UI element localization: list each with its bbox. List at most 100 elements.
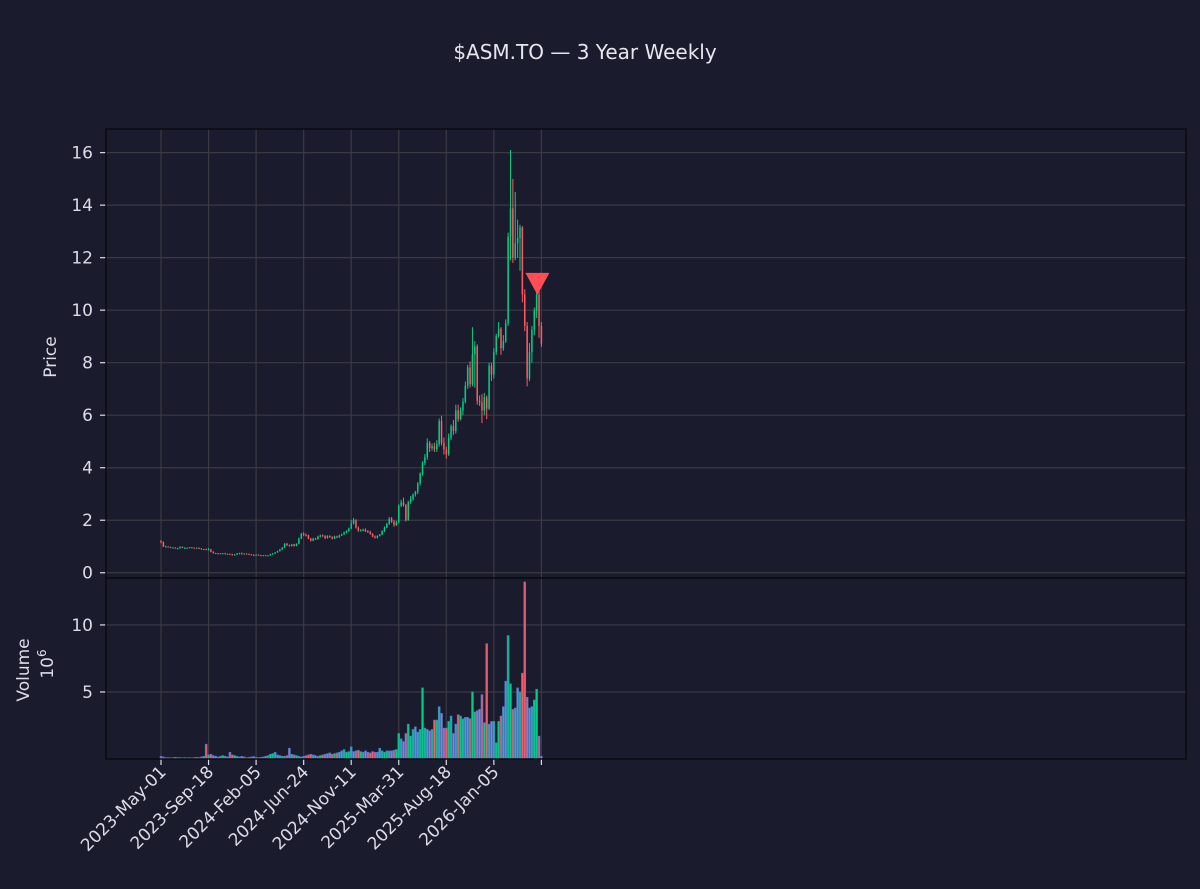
volume-bar bbox=[409, 735, 412, 760]
volume-tick-label: 5 bbox=[82, 683, 93, 703]
volume-bar bbox=[271, 753, 275, 760]
volume-bar bbox=[492, 721, 496, 760]
candle-body bbox=[162, 542, 165, 547]
volume-bar bbox=[523, 581, 527, 760]
sell-signal-marker bbox=[525, 272, 550, 295]
volume-bar bbox=[364, 750, 367, 760]
volume-bar bbox=[368, 752, 372, 760]
candle-body bbox=[317, 536, 319, 540]
candle-body bbox=[514, 243, 517, 258]
volume-bar bbox=[228, 751, 232, 760]
candle-body bbox=[362, 529, 364, 531]
candle-body bbox=[383, 527, 386, 532]
candle-body bbox=[390, 518, 393, 522]
volume-bar bbox=[516, 687, 519, 760]
volume-bar bbox=[338, 751, 341, 760]
volume-bar bbox=[395, 749, 398, 760]
candle-body bbox=[519, 227, 521, 238]
volume-scale-exponent: 6 bbox=[35, 649, 49, 657]
price-tick-label: 12 bbox=[71, 249, 93, 269]
candle-body bbox=[172, 547, 174, 549]
candle-body bbox=[231, 554, 234, 556]
volume-bar bbox=[485, 643, 488, 760]
volume-bar bbox=[352, 751, 355, 760]
volume-bar bbox=[494, 742, 498, 760]
volume-bar bbox=[440, 713, 443, 760]
candle-body bbox=[483, 397, 486, 411]
candle-body bbox=[455, 410, 457, 431]
price-tick-label: 6 bbox=[82, 406, 93, 426]
candle-body bbox=[531, 329, 533, 353]
candle-body bbox=[350, 523, 352, 529]
candle-body bbox=[291, 544, 293, 546]
candle-body bbox=[478, 400, 481, 403]
volume-scale-label: 106 bbox=[35, 649, 58, 678]
candle-body bbox=[504, 323, 507, 342]
volume-bar bbox=[345, 751, 348, 760]
candle-body bbox=[357, 527, 360, 531]
candle-body bbox=[198, 547, 200, 549]
volume-bar bbox=[349, 746, 353, 760]
candle-body bbox=[222, 553, 224, 555]
volume-bar bbox=[357, 749, 360, 760]
candle-body bbox=[331, 537, 333, 539]
volume-bar bbox=[509, 683, 512, 760]
candle-body bbox=[160, 540, 162, 543]
volume-bar bbox=[487, 723, 491, 760]
candle-body bbox=[459, 410, 462, 420]
candle-body bbox=[395, 522, 398, 525]
candle-body bbox=[188, 547, 191, 549]
candle-body bbox=[181, 547, 184, 549]
volume-bar bbox=[414, 726, 417, 760]
volume-bar bbox=[333, 753, 336, 760]
volume-bar bbox=[478, 709, 481, 760]
volume-bar bbox=[390, 750, 393, 760]
volume-bar bbox=[406, 723, 410, 760]
candle-body bbox=[207, 549, 210, 551]
candle-body bbox=[252, 554, 255, 556]
volume-bar bbox=[530, 706, 534, 760]
volume-bar bbox=[528, 707, 531, 760]
candle-body bbox=[286, 543, 288, 546]
volume-bar bbox=[380, 750, 384, 760]
candle-body bbox=[219, 553, 222, 555]
volume-bar bbox=[383, 751, 386, 760]
candle-body bbox=[302, 533, 305, 535]
candle-body bbox=[288, 545, 291, 547]
candle-body bbox=[348, 528, 350, 532]
volume-bar bbox=[506, 635, 510, 760]
candle-body bbox=[241, 553, 243, 555]
volume-bar bbox=[411, 729, 415, 760]
candle-body bbox=[276, 551, 279, 553]
candle-body bbox=[279, 549, 281, 552]
candle-body bbox=[507, 236, 509, 324]
volume-bar bbox=[428, 730, 431, 760]
candle-body bbox=[374, 536, 376, 538]
candle-body bbox=[355, 520, 357, 528]
candle-body bbox=[428, 442, 431, 449]
candle-body bbox=[495, 335, 497, 353]
volume-bar bbox=[502, 706, 505, 760]
candle-body bbox=[474, 346, 476, 355]
volume-bar bbox=[204, 743, 208, 760]
candle-body bbox=[245, 553, 248, 555]
volume-bar bbox=[518, 691, 522, 760]
volume-bar bbox=[361, 751, 365, 760]
volume-bar bbox=[499, 715, 503, 760]
candle-body bbox=[393, 521, 395, 525]
chart-title: $ASM.TO — 3 Year Weekly bbox=[453, 40, 717, 64]
price-tick-label: 10 bbox=[71, 301, 93, 321]
candle-body bbox=[271, 553, 274, 555]
volume-bar bbox=[471, 691, 474, 760]
candle-body bbox=[336, 536, 338, 538]
volume-bar bbox=[385, 750, 389, 760]
candle-body bbox=[203, 549, 205, 551]
candle-body bbox=[388, 518, 391, 524]
candle-body bbox=[338, 535, 341, 538]
candle-body bbox=[281, 547, 284, 550]
volume-bar bbox=[504, 680, 508, 760]
candle-body bbox=[528, 352, 531, 379]
candle-body bbox=[179, 547, 181, 549]
candle-body bbox=[452, 426, 455, 431]
